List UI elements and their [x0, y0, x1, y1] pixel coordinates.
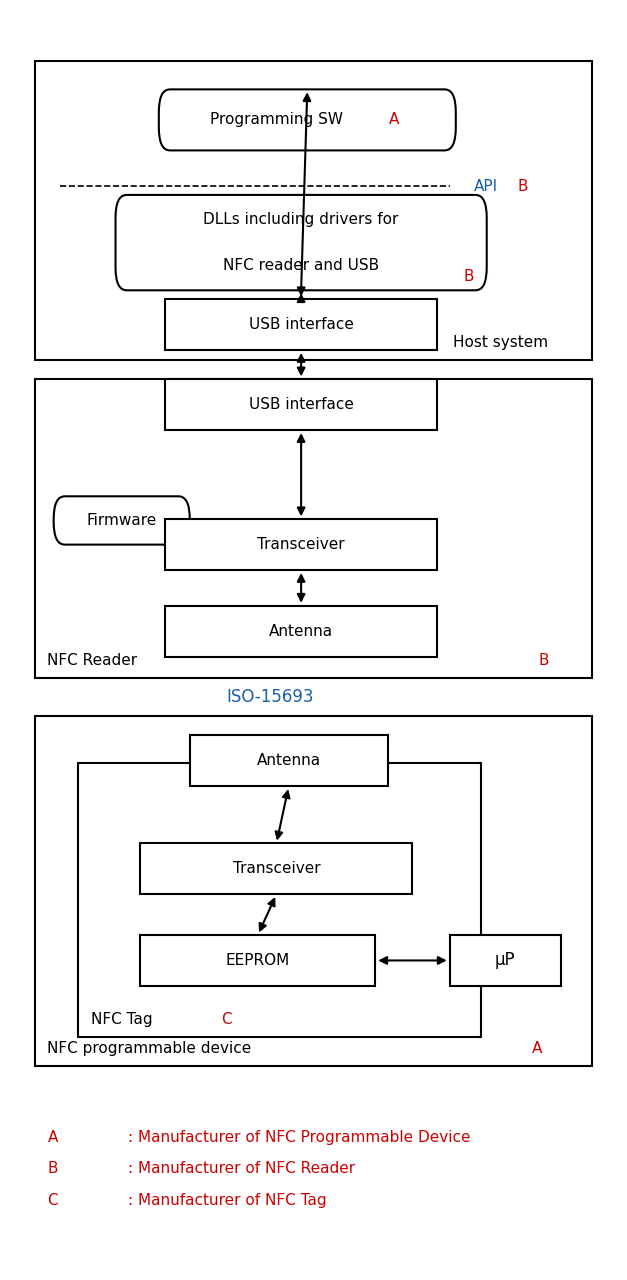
FancyBboxPatch shape: [54, 497, 190, 544]
FancyBboxPatch shape: [159, 90, 456, 151]
Bar: [35, 379, 592, 678]
Bar: [450, 934, 561, 986]
Text: DLLs including drivers for: DLLs including drivers for: [203, 212, 399, 228]
Bar: [190, 736, 387, 786]
Text: NFC reader and USB: NFC reader and USB: [223, 259, 379, 273]
Bar: [165, 300, 437, 349]
Text: Programming SW: Programming SW: [210, 113, 343, 128]
Text: B: B: [48, 1161, 58, 1176]
Text: NFC Tag: NFC Tag: [91, 1011, 152, 1027]
Text: Antenna: Antenna: [256, 754, 321, 768]
Text: ISO-15693: ISO-15693: [226, 689, 314, 707]
Text: USB interface: USB interface: [249, 397, 354, 412]
Text: NFC programmable device: NFC programmable device: [48, 1041, 251, 1056]
Text: : Manufacturer of NFC Reader: : Manufacturer of NFC Reader: [128, 1161, 355, 1176]
Text: USB interface: USB interface: [249, 317, 354, 332]
Text: A: A: [532, 1041, 542, 1056]
Text: : Manufacturer of NFC Tag: : Manufacturer of NFC Tag: [128, 1193, 327, 1208]
Text: B: B: [518, 178, 528, 193]
Text: EEPROM: EEPROM: [226, 952, 290, 968]
Text: B: B: [464, 269, 475, 284]
Text: B: B: [538, 653, 549, 668]
Text: C: C: [221, 1011, 231, 1027]
Text: Antenna: Antenna: [269, 623, 333, 639]
Text: : Manufacturer of NFC Programmable Device: : Manufacturer of NFC Programmable Devic…: [128, 1129, 470, 1144]
Text: Transceiver: Transceiver: [233, 861, 320, 877]
Bar: [140, 844, 413, 895]
Bar: [35, 61, 592, 360]
Text: Host system: Host system: [453, 335, 549, 349]
Text: Transceiver: Transceiver: [257, 538, 345, 552]
Text: A: A: [389, 113, 399, 128]
Text: C: C: [48, 1193, 58, 1208]
Text: Firmware: Firmware: [87, 513, 157, 527]
Text: API: API: [475, 178, 498, 193]
Bar: [35, 717, 592, 1066]
Text: A: A: [48, 1129, 58, 1144]
Bar: [165, 379, 437, 430]
Bar: [165, 605, 437, 657]
Bar: [78, 763, 480, 1037]
Text: NFC Reader: NFC Reader: [48, 653, 137, 668]
Bar: [165, 520, 437, 570]
Text: μP: μP: [495, 951, 515, 969]
Bar: [140, 934, 376, 986]
FancyBboxPatch shape: [115, 195, 487, 291]
